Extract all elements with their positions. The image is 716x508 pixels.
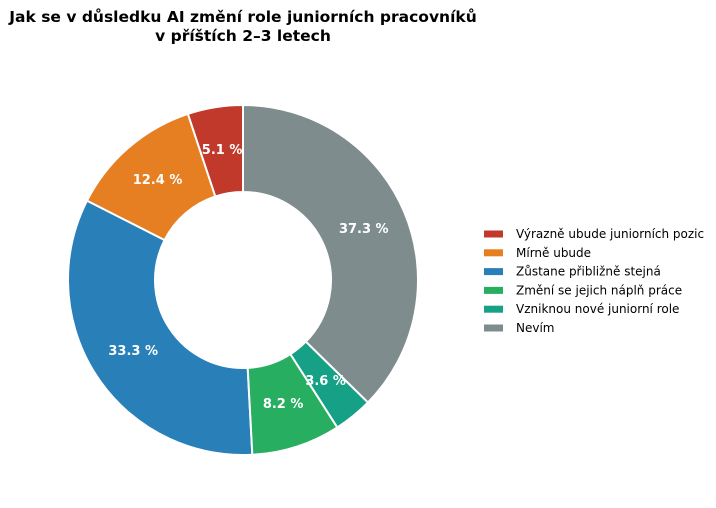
donut-slice-labels: 5.1 % 12.4 % 33.3 % 8.2 %3.6 % 37.3 %	[108, 143, 388, 412]
chart-title-line-2: v příštích 2–3 letech	[155, 27, 331, 45]
legend-label-vzniknou-nove-juniorni-role: Vzniknou nové juniorní role	[516, 302, 679, 316]
slice-label-nevim: 37.3 %	[339, 222, 389, 237]
legend-swatch-zustane-priblizne-stejna	[484, 268, 503, 276]
legend-label-zmeni-se-jejich-napln-prace: Změní se jejich náplň práce	[516, 283, 682, 297]
slice-label-zustane-priblizne-stejna: 33.3 %	[108, 344, 158, 359]
legend-label-mirne-ubude: Mírně ubude	[516, 246, 591, 260]
slice-label-vzniknou-nove-juniorni-role: 3.6 %	[305, 374, 346, 389]
slice-label-mirne-ubude: 12.4 %	[133, 173, 183, 188]
chart-title-line-1: Jak se v důsledku AI změní role juniorní…	[8, 7, 476, 26]
chart-legend: Výrazně ubude juniorních pozic Mírně ubud…	[484, 227, 704, 335]
slice-zustane-priblizne-stejna	[67, 199, 254, 456]
legend-swatch-zmeni-se-jejich-napln-prace	[484, 286, 503, 294]
legend-swatch-mirne-ubude	[484, 249, 503, 257]
legend-swatch-vzniknou-nove-juniorni-role	[484, 305, 503, 313]
donut-slices	[67, 103, 419, 456]
legend-swatch-nevim	[484, 324, 503, 332]
legend-label-nevim: Nevím	[516, 321, 554, 335]
slice-label-vyrazne-ubude-juniornich-pozic: 5.1 %	[202, 143, 243, 158]
legend-label-vyrazne-ubude-juniornich-pozic: Výrazně ubude juniorních pozic	[516, 227, 704, 241]
legend-label-zustane-priblizne-stejna: Zůstane přibližně stejná	[516, 265, 661, 279]
slice-label-zmeni-se-jejich-napln-prace: 8.2 %	[263, 397, 304, 412]
slice-nevim	[242, 103, 419, 404]
legend-swatch-vyrazne-ubude-juniornich-pozic	[484, 230, 503, 238]
